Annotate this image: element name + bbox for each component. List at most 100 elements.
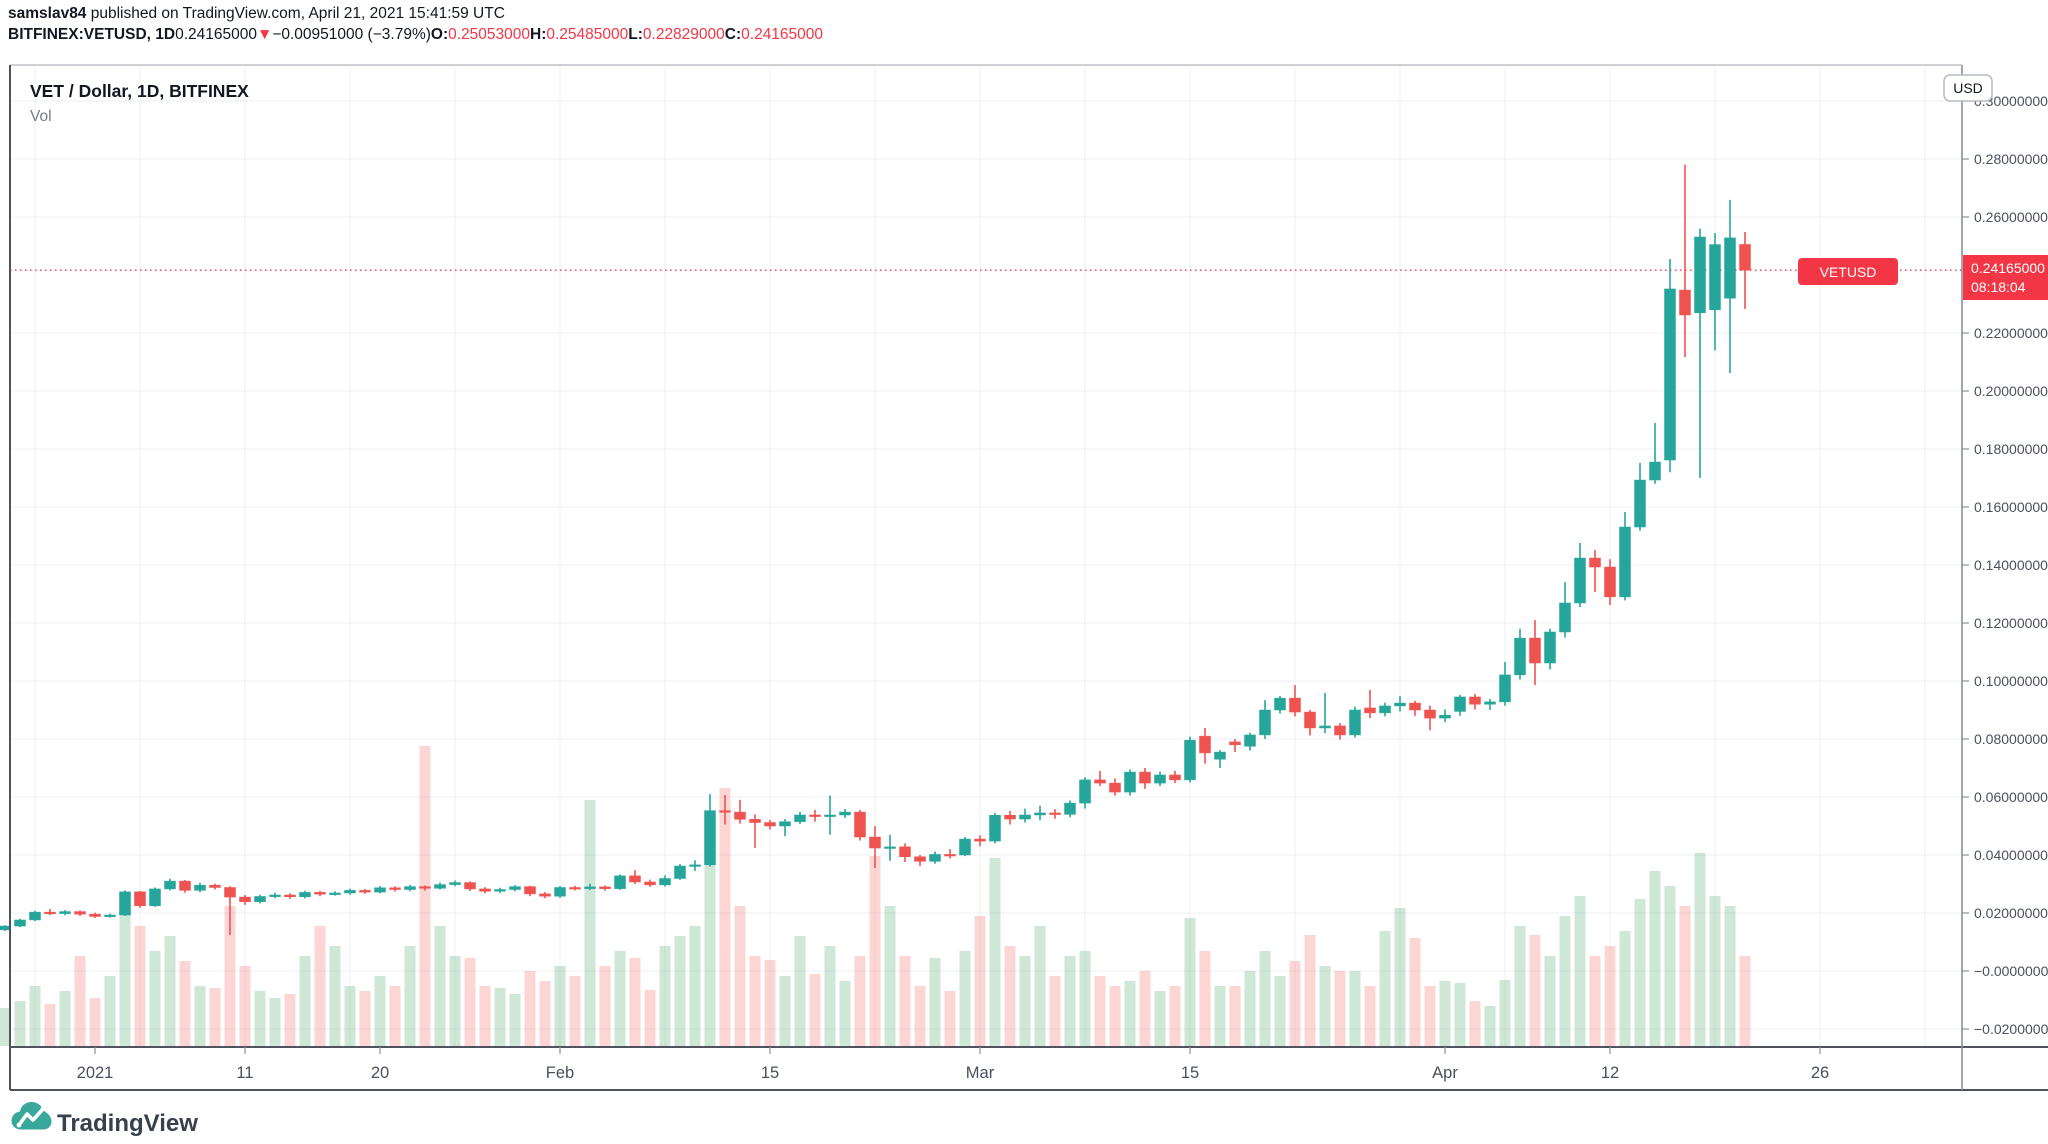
volume-indicator-label[interactable]: Vol — [30, 108, 52, 125]
current-price-value: 0.24165000 — [1971, 260, 2045, 276]
candle-body — [1454, 696, 1466, 712]
volume-bar — [1139, 971, 1151, 1046]
candle-body — [809, 814, 821, 817]
unit-badge-label: USD — [1953, 80, 1983, 96]
price-tick-label[interactable]: 0.28000000 — [1974, 151, 2048, 167]
current-price-axis-badge: 0.24165000 08:18:04 — [1963, 255, 2048, 300]
axes-layer[interactable]: 0.30000000 0.28000000 0.26000000 0.22000000… — [9, 64, 2048, 1091]
price-tick-label[interactable]: 0.06000000 — [1974, 789, 2048, 805]
price-tick-label[interactable]: 0.30000000 — [1974, 93, 2048, 109]
volume-bar — [584, 800, 596, 1046]
price-tick-label[interactable]: 0.02000000 — [1974, 905, 2048, 921]
volume-bar — [1034, 926, 1046, 1046]
candle-body — [284, 894, 296, 898]
close-value: 0.24165000 — [741, 26, 824, 43]
time-tick-label[interactable]: 11 — [236, 1064, 253, 1082]
volume-bar — [1094, 976, 1106, 1046]
candle-body — [1349, 709, 1361, 736]
price-tick-label[interactable]: 0.10000000 — [1974, 673, 2048, 689]
time-tick-label[interactable]: 12 — [1601, 1064, 1619, 1082]
candle-body — [149, 888, 161, 906]
volume-bar — [689, 926, 701, 1046]
volume-bar — [29, 986, 41, 1046]
candle-body — [539, 893, 551, 897]
candle-body — [1559, 602, 1571, 633]
time-tick-label[interactable]: 26 — [1811, 1064, 1829, 1082]
price-tick-label[interactable]: 0.16000000 — [1974, 499, 2048, 515]
volume-bar — [1664, 886, 1676, 1046]
volume-bar — [104, 976, 116, 1046]
volume-bar — [1679, 906, 1691, 1046]
volume-bar — [839, 981, 851, 1046]
candle-body — [644, 881, 656, 886]
volume-bar — [419, 746, 431, 1046]
publish-byline: samslav84 published on TradingView.com, … — [8, 5, 505, 23]
volume-bar — [854, 956, 866, 1046]
volume-bar — [479, 986, 491, 1046]
candle-body — [1739, 244, 1751, 271]
volume-bar — [779, 976, 791, 1046]
candle-body — [1724, 237, 1736, 299]
candle-body — [1184, 739, 1196, 781]
time-tick-label[interactable]: Apr — [1432, 1064, 1458, 1082]
candle-body — [389, 887, 401, 890]
volume-bar — [1004, 946, 1016, 1046]
pane-title[interactable]: VET / Dollar, 1D, BITFINEX — [30, 81, 249, 101]
volume-bar — [989, 858, 1001, 1046]
candle-body — [1634, 479, 1646, 528]
volume-bar — [569, 976, 581, 1046]
volume-bar — [1604, 946, 1616, 1046]
price-tick-label[interactable]: 0.12000000 — [1974, 615, 2048, 631]
volume-bar — [494, 988, 506, 1046]
price-tick-label[interactable]: 0.08000000 — [1974, 731, 2048, 747]
volume-bar — [1739, 956, 1751, 1046]
price-tick-label[interactable]: 0.18000000 — [1974, 441, 2048, 457]
candle-body — [419, 886, 431, 889]
time-tick-label[interactable]: 2021 — [77, 1064, 114, 1082]
time-tick-label[interactable]: 15 — [761, 1064, 779, 1082]
tradingview-watermark[interactable]: TradingView — [11, 1102, 199, 1137]
grid-layer — [10, 65, 1962, 1047]
volume-bar — [434, 926, 446, 1046]
candle-body — [314, 892, 326, 895]
volume-bar — [149, 951, 161, 1046]
price-tick-label[interactable]: 0.04000000 — [1974, 847, 2048, 863]
volume-bar — [1649, 871, 1661, 1046]
time-tick-label[interactable]: Feb — [546, 1064, 574, 1082]
time-tick-label[interactable]: 15 — [1181, 1064, 1199, 1082]
price-tick-label[interactable]: 0.22000000 — [1974, 325, 2048, 341]
volume-bar — [1289, 961, 1301, 1046]
candle-body — [1124, 771, 1136, 793]
candle-body — [1259, 709, 1271, 736]
tradingview-logo-text: TradingView — [57, 1110, 198, 1137]
candle-body — [884, 846, 896, 849]
price-tick-label[interactable]: 0.14000000 — [1974, 557, 2048, 573]
volume-bar — [1184, 918, 1196, 1046]
volume-bar — [1574, 896, 1586, 1046]
candle-body — [1244, 734, 1256, 747]
price-tick-label[interactable]: −0.02000000 — [1974, 1021, 2048, 1037]
candle-body — [479, 888, 491, 892]
candle-body — [29, 911, 41, 921]
symbol-price-marker: VETUSD — [1798, 258, 1898, 285]
candle-body — [1529, 637, 1541, 664]
price-tick-label[interactable]: −0.00000000 — [1974, 963, 2048, 979]
volume-bar — [884, 906, 896, 1046]
volume-bar — [1364, 986, 1376, 1046]
candle-body — [239, 896, 251, 902]
high-label: H: — [530, 26, 547, 43]
volume-bar — [809, 974, 821, 1046]
volume-bar — [344, 986, 356, 1046]
volume-bar — [1334, 971, 1346, 1046]
price-tick-label[interactable]: 0.20000000 — [1974, 383, 2048, 399]
time-tick-label[interactable]: Mar — [966, 1064, 995, 1082]
price-axis-unit-badge[interactable]: USD — [1943, 74, 1993, 102]
candle-body — [59, 911, 71, 914]
time-tick-label[interactable]: 20 — [371, 1064, 389, 1082]
candle-body — [959, 838, 971, 856]
volume-bar — [74, 956, 86, 1046]
price-tick-label[interactable]: 0.26000000 — [1974, 209, 2048, 225]
candle-body — [719, 810, 731, 813]
volume-bar — [404, 946, 416, 1046]
